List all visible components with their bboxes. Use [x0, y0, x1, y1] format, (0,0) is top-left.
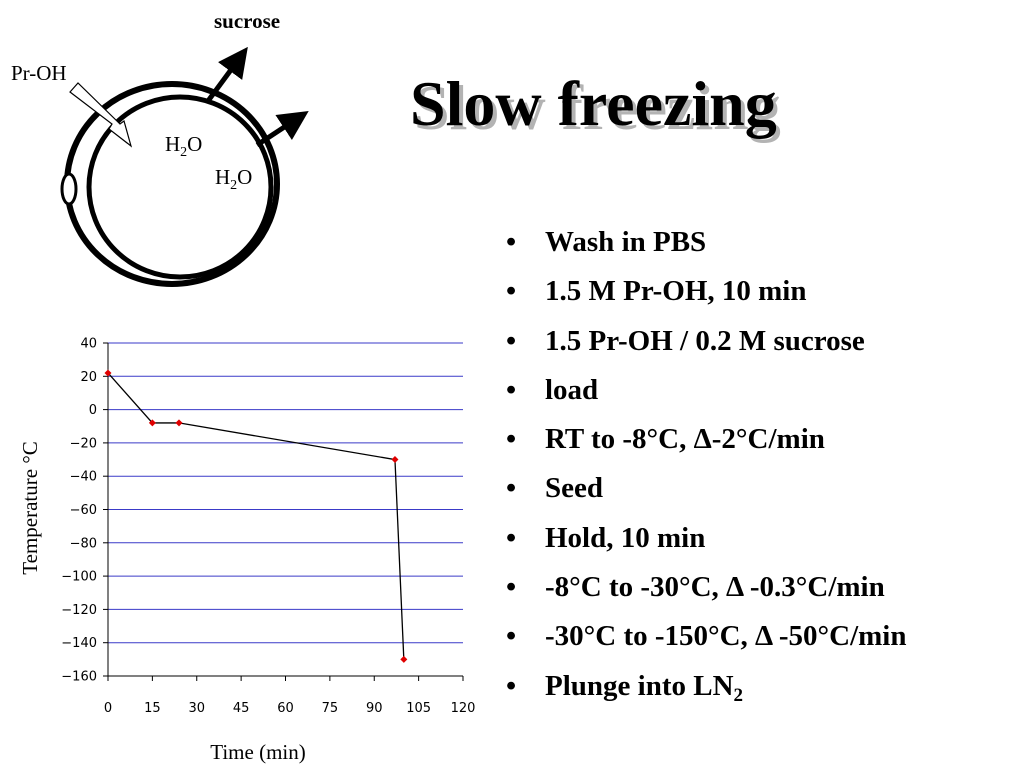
slide-title: Slow freezing: [410, 68, 777, 139]
cell-diagram: sucrose Pr-OH H2O H2O: [11, 9, 309, 287]
water-arrow-icon: [255, 111, 309, 148]
label-proh: Pr-OH: [11, 61, 67, 85]
label-sucrose: sucrose: [214, 9, 280, 33]
y-tick-label: −80: [70, 536, 97, 551]
x-tick-label: 0: [104, 701, 112, 716]
x-tick-label: 60: [277, 701, 294, 716]
y-axis-label: Temperature °C: [18, 441, 42, 574]
list-item: • RT to -8°C, Δ-2°C/min: [506, 423, 825, 456]
list-item: • load: [506, 373, 599, 406]
sucrose-arrow-icon: [205, 46, 248, 103]
protocol-list: • Wash in PBS • 1.5 M Pr-OH, 10 min • 1.5 P…: [506, 222, 906, 715]
list-item: • Plunge into LN2: [506, 669, 744, 706]
list-item-last-text: Plunge into LN2: [545, 669, 744, 706]
list-item: • Wash in PBS: [506, 226, 707, 258]
cell-inner-membrane: [86, 94, 274, 280]
x-tick-label: 105: [406, 701, 431, 716]
list-item: • Seed: [506, 472, 603, 505]
y-tick-label: −100: [61, 570, 97, 585]
data-point: [391, 456, 399, 464]
temperature-chart: 40 20 0 −20 −40 −60 −80 −100 −120 −140 −160 0 15 30 45…: [18, 337, 476, 765]
x-axis-label: Time (min): [210, 740, 305, 764]
data-point: [175, 419, 183, 427]
list-item: • 1.5 M Pr-OH, 10 min: [506, 275, 807, 308]
y-tick-label: 40: [80, 337, 97, 352]
y-tick-label: −40: [70, 470, 97, 485]
data-point: [148, 419, 156, 427]
y-tick-label: −60: [70, 503, 97, 518]
series-line: [107, 372, 405, 660]
list-item: • -8°C to -30°C, Δ -0.3°C/min: [506, 571, 885, 604]
list-item: • -30°C to -150°C, Δ -50°C/min: [506, 620, 907, 653]
list-item: • Hold, 10 min: [506, 521, 706, 554]
y-tick-label: −120: [61, 603, 97, 618]
list-item: • 1.5 Pr-OH / 0.2 M sucrose: [506, 324, 865, 357]
y-tick-label: −160: [61, 670, 97, 685]
y-tick-label: −140: [61, 636, 97, 651]
x-tick-label: 15: [144, 701, 161, 716]
y-tick-label: −20: [70, 436, 97, 451]
x-tick-label: 30: [188, 701, 205, 716]
x-tick-label: 75: [322, 701, 339, 716]
x-tick-label: 45: [233, 701, 250, 716]
data-point: [400, 655, 408, 663]
x-tick-label: 90: [366, 701, 383, 716]
x-tick-label: 120: [451, 701, 476, 716]
y-tick-label: 0: [89, 403, 97, 418]
data-point: [104, 369, 112, 377]
cell-nucleus: [60, 172, 78, 206]
proh-arrow-icon: [69, 82, 133, 148]
y-tick-label: 20: [80, 370, 97, 385]
